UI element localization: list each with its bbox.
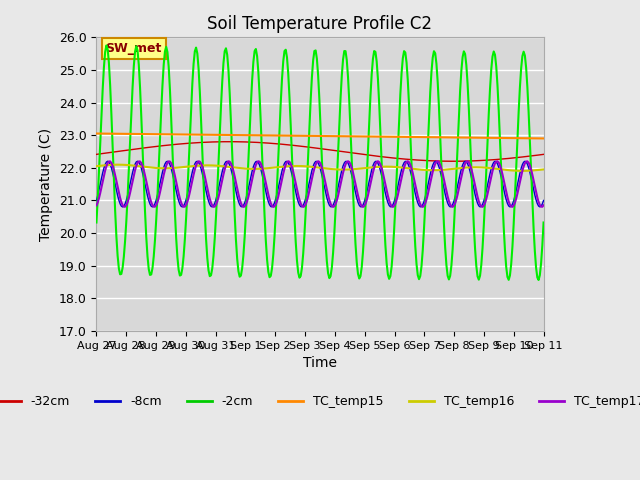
X-axis label: Time: Time [303,356,337,370]
Text: SW_met: SW_met [106,42,162,55]
Title: Soil Temperature Profile C2: Soil Temperature Profile C2 [207,15,433,33]
Y-axis label: Temperature (C): Temperature (C) [39,128,53,240]
Legend: -32cm, -8cm, -2cm, TC_temp15, TC_temp16, TC_temp17: -32cm, -8cm, -2cm, TC_temp15, TC_temp16,… [0,390,640,413]
